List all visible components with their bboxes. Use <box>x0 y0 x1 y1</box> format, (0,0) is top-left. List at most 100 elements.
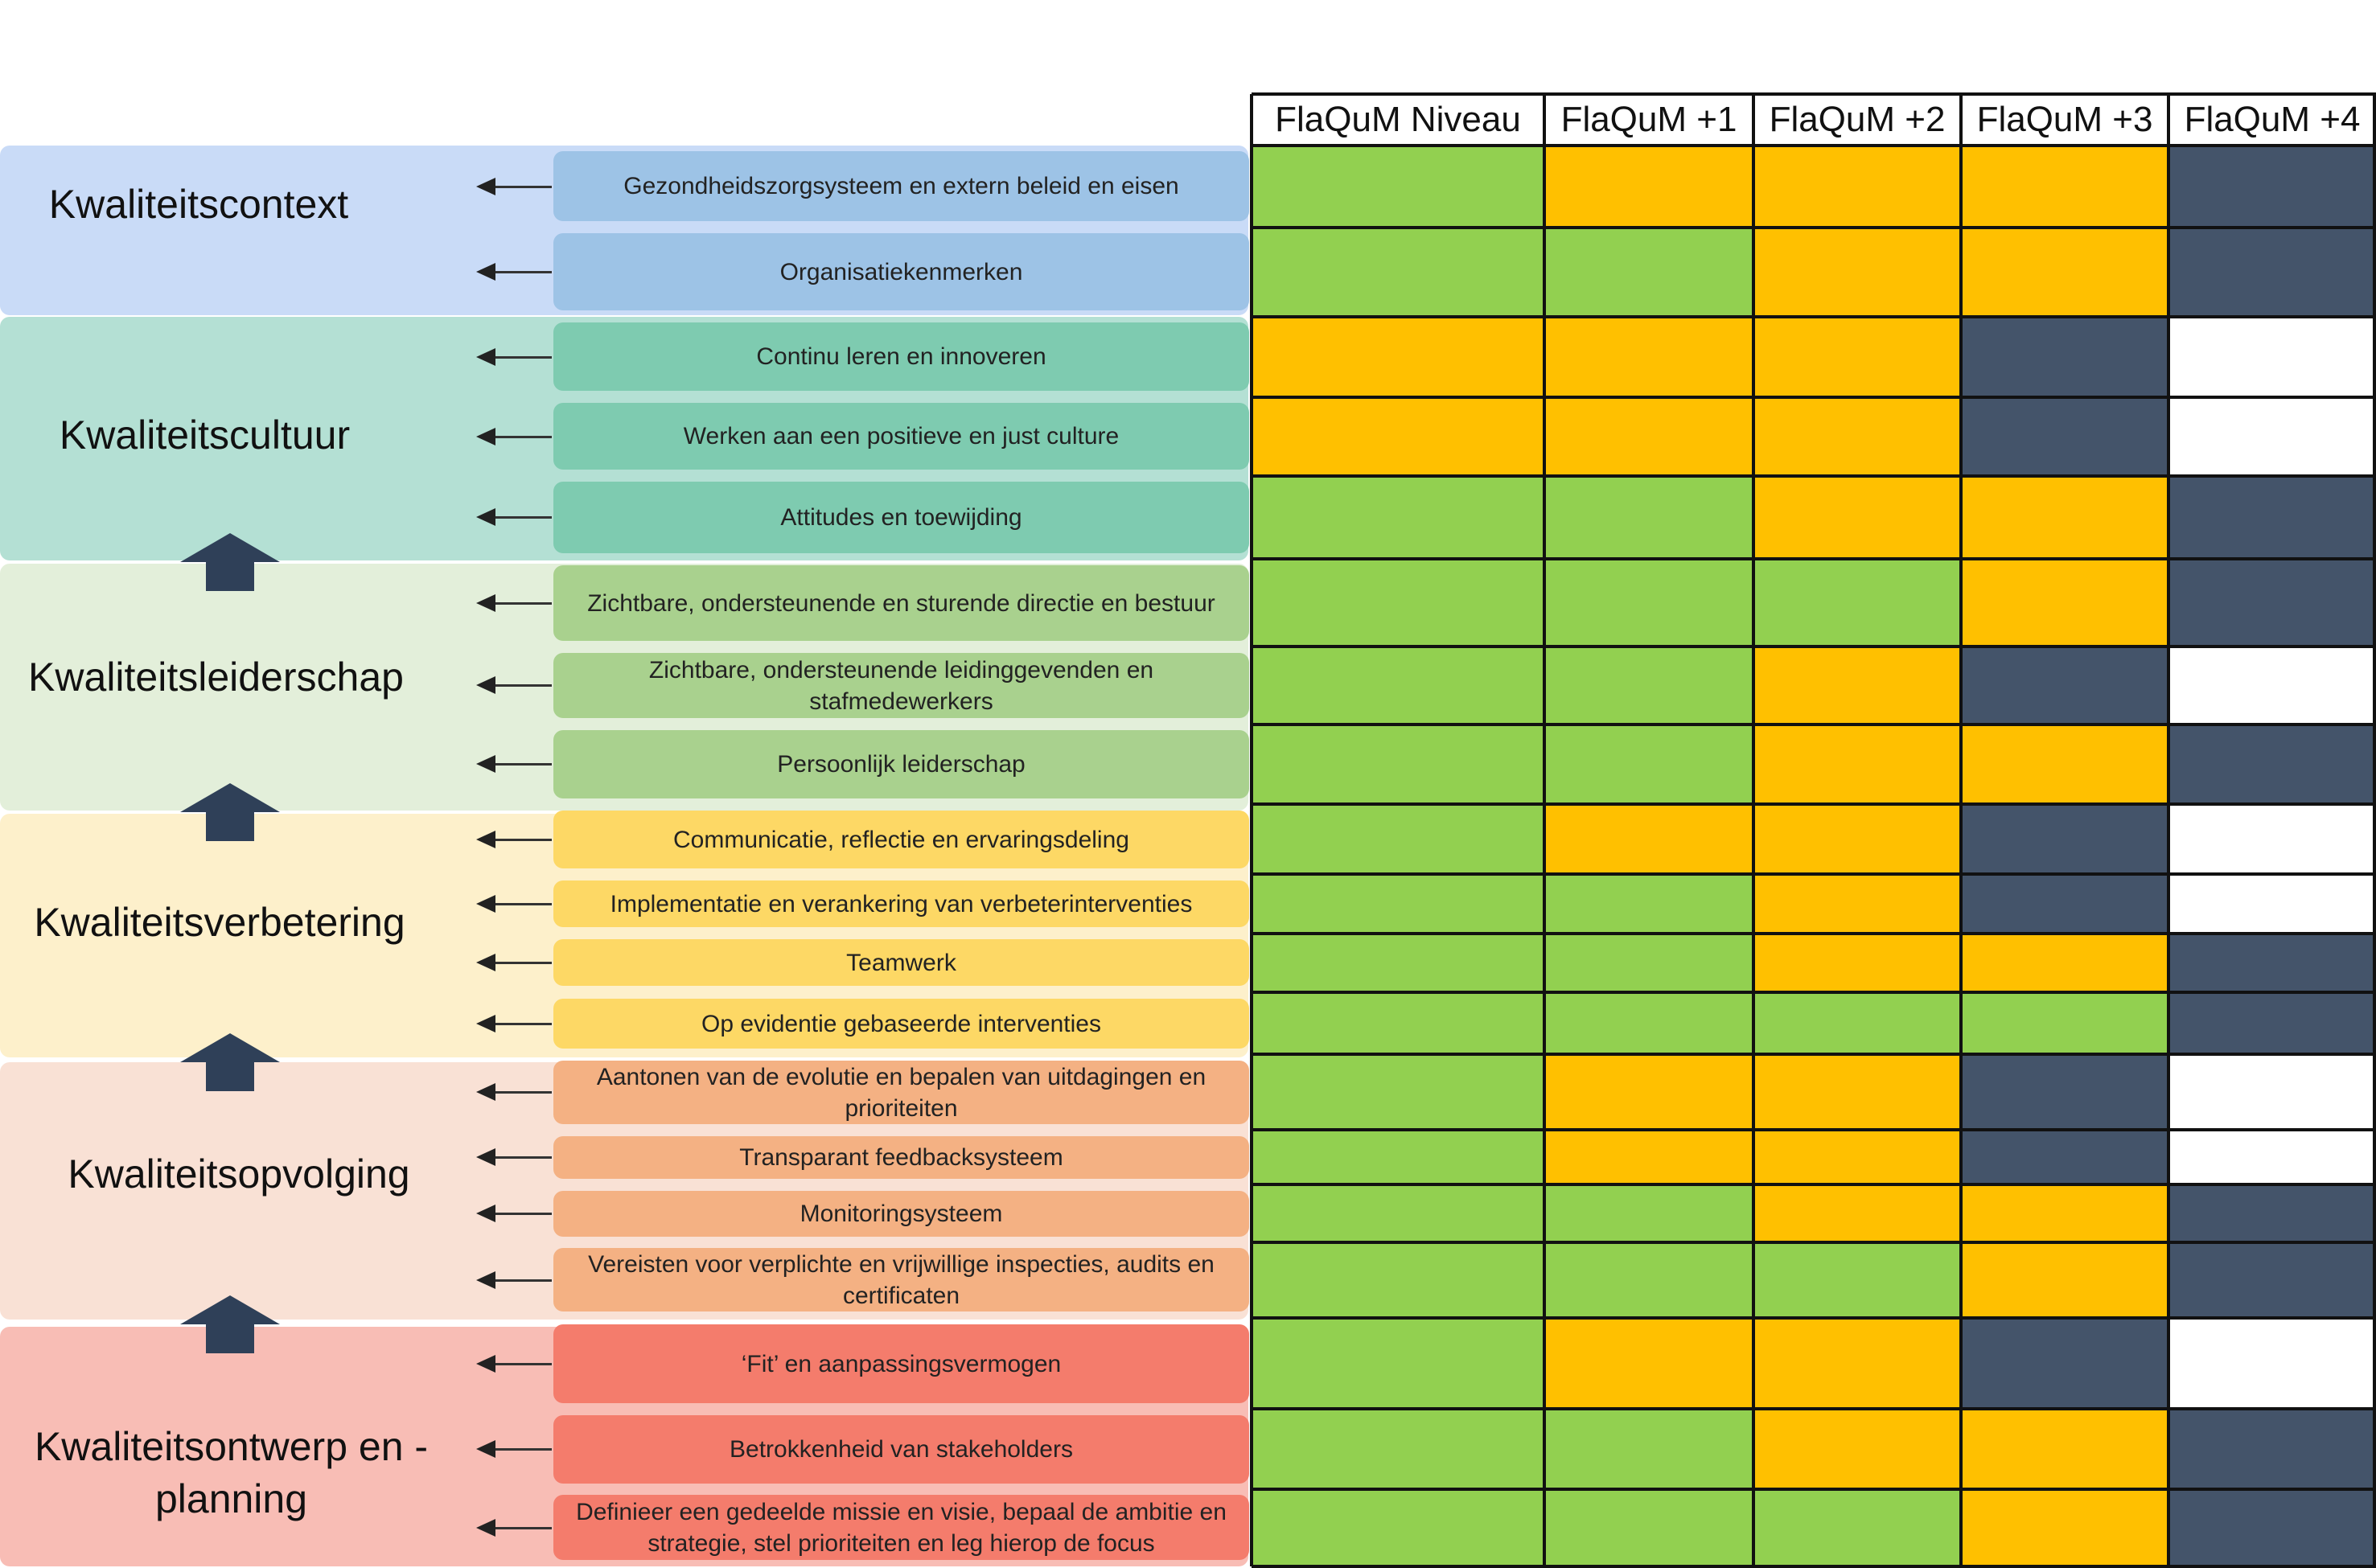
left-arrow-icon <box>476 831 552 848</box>
left-arrow-icon <box>476 263 552 281</box>
level-cell <box>1544 1184 1753 1242</box>
level-cell <box>1961 1409 2168 1489</box>
level-cell <box>1753 1242 1961 1318</box>
item-box: Teamwerk <box>553 939 1249 986</box>
left-arrow-icon <box>476 895 552 913</box>
level-cell <box>1961 317 2168 397</box>
level-cell <box>2168 804 2376 874</box>
column-header: FlaQuM +3 <box>1976 100 2153 139</box>
grid-line <box>1252 991 2376 994</box>
level-cell <box>1753 1489 1961 1566</box>
level-cell <box>2168 476 2376 559</box>
level-cell <box>1753 874 1961 934</box>
level-cell <box>1961 228 2168 317</box>
level-cell <box>1252 992 1544 1054</box>
level-cell <box>1753 992 1961 1054</box>
level-cell <box>1961 934 2168 992</box>
level-cell <box>2168 317 2376 397</box>
level-cell <box>1961 804 2168 874</box>
up-arrow-icon <box>180 533 280 591</box>
left-arrow-icon <box>476 676 552 694</box>
item-box: Organisatiekenmerken <box>553 233 1249 310</box>
grid-line <box>2373 94 2376 1566</box>
level-cell <box>1961 1130 2168 1184</box>
level-cell <box>1252 1054 1544 1130</box>
item-box: Communicatie, reflectie en ervaringsdeli… <box>553 811 1249 868</box>
up-arrow-icon <box>180 1295 280 1353</box>
level-cell <box>1252 228 1544 317</box>
category-label: Kwaliteitsleiderschap <box>28 655 404 700</box>
level-cell <box>1753 317 1961 397</box>
left-arrow-icon <box>476 1083 552 1101</box>
category-label: Kwaliteitsverbetering <box>34 900 405 945</box>
level-cell <box>1544 476 1753 559</box>
grid-line <box>1252 645 2376 648</box>
level-cell <box>1544 1130 1753 1184</box>
item-box: Continu leren en innoveren <box>553 322 1249 391</box>
item-box: Vereisten voor verplichte en vrijwillige… <box>553 1248 1249 1311</box>
level-cell <box>1544 559 1753 646</box>
item-box: Implementatie en verankering van verbete… <box>553 880 1249 927</box>
level-cell <box>1544 646 1753 724</box>
left-arrow-icon <box>476 594 552 612</box>
item-box: Attitudes en toewijding <box>553 482 1249 553</box>
level-cell <box>1544 724 1753 804</box>
level-cell <box>1544 934 1753 992</box>
grid-line <box>1252 1128 2376 1131</box>
level-cell <box>1753 1054 1961 1130</box>
level-cell <box>1753 146 1961 228</box>
level-cell <box>1753 228 1961 317</box>
level-cell <box>2168 724 2376 804</box>
grid-line <box>1252 1407 2376 1410</box>
level-cell <box>1252 646 1544 724</box>
left-arrow-icon <box>476 1271 552 1289</box>
item-box: Monitoringsysteem <box>553 1191 1249 1237</box>
level-cell <box>1252 1242 1544 1318</box>
level-cell <box>1753 397 1961 476</box>
level-cell <box>2168 1489 2376 1566</box>
level-cell <box>1252 1184 1544 1242</box>
up-arrow-icon <box>180 1033 280 1091</box>
level-cell <box>1753 1130 1961 1184</box>
level-cell <box>2168 397 2376 476</box>
level-cell <box>2168 559 2376 646</box>
level-cell <box>1753 1318 1961 1409</box>
level-cell <box>2168 1054 2376 1130</box>
level-cell <box>1544 1489 1753 1566</box>
grid-line <box>1543 94 1546 1566</box>
grid-line <box>1752 94 1755 1566</box>
level-cell <box>1544 804 1753 874</box>
level-cell <box>1961 476 2168 559</box>
level-cell <box>1252 1409 1544 1489</box>
grid-line <box>1252 723 2376 726</box>
level-cell <box>2168 1318 2376 1409</box>
level-cell <box>1544 1054 1753 1130</box>
level-cell <box>1544 397 1753 476</box>
left-arrow-icon <box>476 1015 552 1032</box>
level-cell <box>1961 559 2168 646</box>
category-label: Kwaliteitsontwerp en -planning <box>34 1424 429 1521</box>
grid-line <box>1252 1488 2376 1491</box>
grid-line <box>1252 396 2376 399</box>
level-cell <box>1961 1184 2168 1242</box>
level-cell <box>2168 646 2376 724</box>
level-cell <box>1753 559 1961 646</box>
level-cell <box>1961 1318 2168 1409</box>
level-cell <box>1961 874 2168 934</box>
left-arrow-icon <box>476 178 552 195</box>
level-cell <box>1753 804 1961 874</box>
level-cell <box>2168 934 2376 992</box>
item-box: ‘Fit’ en aanpassingsvermogen <box>553 1324 1249 1403</box>
level-cell <box>1252 934 1544 992</box>
column-header: FlaQuM Niveau <box>1275 100 1521 139</box>
left-arrow-icon <box>476 348 552 366</box>
category-label: Kwaliteitscultuur <box>59 413 351 458</box>
level-cell <box>1252 476 1544 559</box>
level-cell <box>1252 317 1544 397</box>
item-box: Gezondheidszorgsysteem en extern beleid … <box>553 151 1249 221</box>
left-arrow-icon <box>476 508 552 526</box>
level-cell <box>2168 1409 2376 1489</box>
grid-line <box>1252 1241 2376 1244</box>
grid-line <box>1252 1053 2376 1056</box>
level-cell <box>1753 934 1961 992</box>
